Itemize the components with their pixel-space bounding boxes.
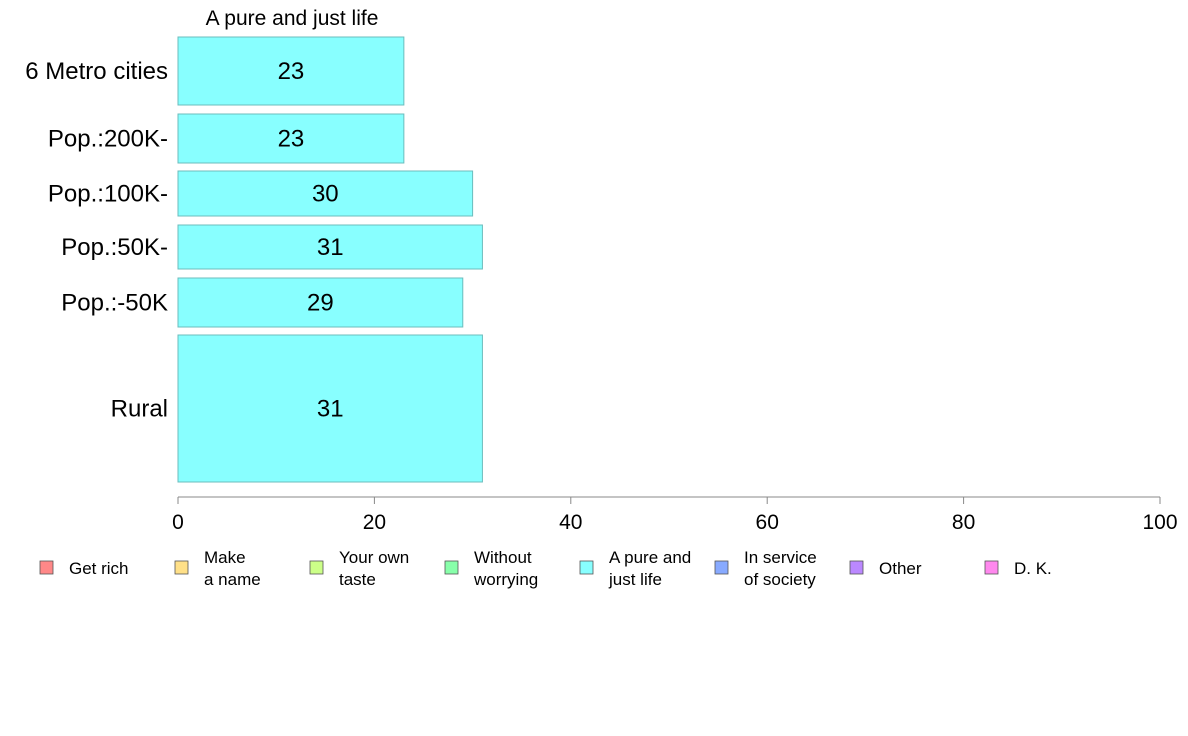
bar: [177, 334, 483, 483]
bar: [177, 224, 483, 270]
category-label: Pop.:100K-: [48, 181, 168, 208]
bars-group: 23 6 Metro cities 23 Pop.:200K- 30 Pop.:100K-…: [25, 36, 483, 483]
data-label: 23: [278, 58, 305, 85]
legend-swatch: [444, 560, 459, 575]
category-label: Pop.:50K-: [61, 234, 168, 261]
legend-label: Your own taste: [339, 548, 409, 589]
x-tick-label: 40: [559, 511, 582, 534]
x-tick-label: 0: [172, 511, 184, 534]
bar: [177, 170, 474, 217]
category-label: Pop.:200K-: [48, 126, 168, 153]
data-label: 31: [317, 396, 344, 423]
data-label: 29: [307, 290, 334, 317]
data-label: 30: [312, 181, 339, 208]
category-label: Pop.:-50K: [61, 290, 168, 317]
legend-swatch: [174, 560, 189, 575]
legend-label: In service of society: [744, 548, 817, 589]
legend-label: Other: [879, 559, 922, 578]
legend-label: A pure and just life: [608, 548, 691, 589]
legend-swatch: [714, 560, 729, 575]
bar: [177, 36, 405, 106]
x-tick-label: 80: [952, 511, 975, 534]
legend-swatch: [984, 560, 999, 575]
legend: Get rich Make a name Your own taste Without wo…: [39, 548, 1052, 589]
legend-swatch: [579, 560, 594, 575]
x-tick-label: 20: [363, 511, 386, 534]
data-label: 31: [317, 234, 344, 261]
x-axis: 0 20 40 60 80 100: [172, 496, 1178, 534]
x-tick-label: 60: [756, 511, 779, 534]
legend-swatch: [849, 560, 864, 575]
legend-label: Get rich: [69, 559, 129, 578]
legend-label: Make a name: [204, 548, 261, 589]
x-tick-label: 100: [1142, 511, 1177, 534]
category-label: 6 Metro cities: [25, 58, 168, 85]
bar: [177, 277, 464, 328]
bar: [177, 113, 405, 164]
chart-title: A pure and just life: [206, 7, 379, 30]
legend-label: D. K.: [1014, 559, 1052, 578]
data-label: 23: [278, 126, 305, 153]
legend-swatch: [309, 560, 324, 575]
category-label: Rural: [111, 396, 168, 423]
legend-swatch: [39, 560, 54, 575]
legend-label: Without worrying: [473, 548, 538, 589]
